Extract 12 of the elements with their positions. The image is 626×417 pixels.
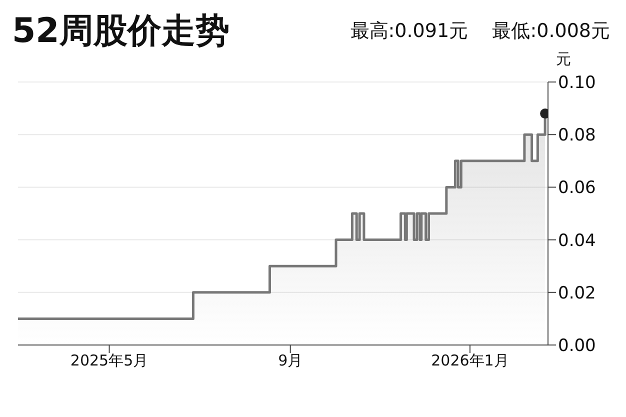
chart-subtitle: 最高:0.091元 最低:0.008元: [350, 19, 610, 44]
y-tick-label: 0.02: [558, 283, 596, 304]
y-axis-title: 元: [556, 50, 571, 69]
x-tick-label: 2026年1月: [431, 352, 509, 370]
chart-title: 52周股价走势: [12, 10, 230, 53]
y-tick-label: 0.10: [558, 73, 596, 94]
y-tick-label: 0.08: [558, 126, 596, 146]
y-tick-label: 0.04: [558, 230, 596, 251]
y-tick-label: 0.06: [558, 178, 596, 198]
x-tick-label: 9月: [278, 352, 303, 370]
x-tick-label: 2025年5月: [70, 352, 148, 370]
y-tick-label: 0.00: [558, 336, 596, 356]
